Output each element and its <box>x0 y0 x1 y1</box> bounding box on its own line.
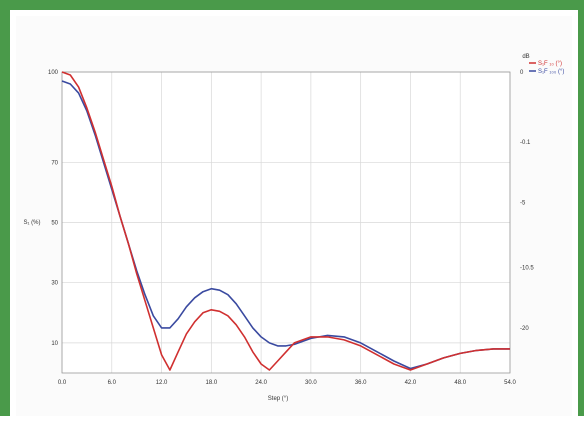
y-tick-label: 10 <box>51 341 58 347</box>
y2-tick-label: -10.5 <box>520 266 534 272</box>
y-tick-label: 50 <box>51 221 58 227</box>
y2-tick-label: -5 <box>520 200 526 206</box>
series-line <box>61 71 510 371</box>
y2-tick-label: -20 <box>520 326 529 332</box>
x-tick-label: 42.0 <box>405 380 417 386</box>
y-tick-label: 30 <box>51 281 58 287</box>
line-chart: 0.0 6.0 12.0 18.0 24.0 30.0 36.0 42.0 48.0 54.0 1… <box>23 54 564 402</box>
y2-axis-label: dB <box>522 54 529 60</box>
outer-frame: 0.0 6.0 12.0 18.0 24.0 30.0 36.0 42.0 48.0 54.0 1… <box>0 0 584 416</box>
chart-area: 0.0 6.0 12.0 18.0 24.0 30.0 36.0 42.0 48.0 54.0 1… <box>16 16 572 416</box>
x-axis-label: Step (°) <box>268 396 288 402</box>
x-axis-ticks: 0.0 6.0 12.0 18.0 24.0 30.0 36.0 42.0 48.0 54.0 <box>58 380 517 386</box>
y-axis-label: S₁ (%) <box>23 220 40 226</box>
plot-border <box>61 71 511 374</box>
y-tick-label: 70 <box>51 160 58 166</box>
y-axis-ticks: 100 70 50 30 10 <box>48 70 59 347</box>
x-tick-label: 24.0 <box>255 380 267 386</box>
x-tick-label: 48.0 <box>454 380 466 386</box>
x-tick-label: 36.0 <box>355 380 367 386</box>
y2-tick-label: -0.1 <box>520 140 531 146</box>
x-tick-label: 54.0 <box>504 380 516 386</box>
y-tick-label: 100 <box>48 70 59 76</box>
legend-entry: S₁F ₁₀₀ (°) <box>538 69 564 75</box>
x-tick-label: 18.0 <box>205 380 217 386</box>
series-lines <box>61 71 510 371</box>
y2-axis-ticks: 0 -0.1 -5 -10.5 -20 <box>520 70 534 332</box>
x-tick-label: 0.0 <box>58 380 67 386</box>
y2-tick-label: 0 <box>520 70 524 76</box>
x-tick-label: 6.0 <box>108 380 117 386</box>
x-tick-label: 12.0 <box>156 380 168 386</box>
x-tick-label: 30.0 <box>305 380 317 386</box>
legend: S₁F ₁₀ (°) S₁F ₁₀₀ (°) <box>529 61 564 75</box>
legend-entry: S₁F ₁₀ (°) <box>538 61 562 67</box>
